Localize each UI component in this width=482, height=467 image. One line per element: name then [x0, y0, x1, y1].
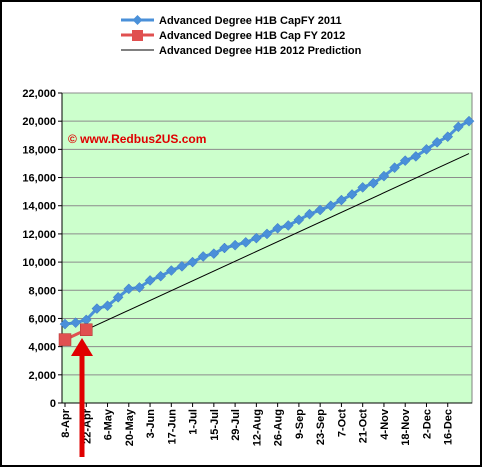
series-fy2011-point [155, 270, 167, 282]
series-fy2012-point [80, 323, 93, 336]
x-tick-label: 29-Jul [230, 409, 242, 441]
y-tick-label: 2,000 [28, 370, 56, 382]
series-fy2011-point [112, 291, 124, 303]
x-tick-label: 8-Apr [60, 408, 72, 437]
series-fy2011-point [144, 275, 156, 286]
x-tick-label: 16-Dec [443, 409, 455, 445]
y-tick-label: 8,000 [28, 285, 56, 297]
series-fy2011-point [261, 228, 273, 240]
series-fy2012-point [58, 333, 72, 346]
legend-label-fy2012: Advanced Degree H1B Cap FY 2012 [159, 30, 345, 42]
series-fy2011-point [442, 131, 454, 143]
legend-item-fy2012: Advanced Degree H1B Cap FY 2012 [121, 30, 345, 42]
x-tick-label: 17-Jun [166, 409, 178, 445]
series-fy2011-point [453, 121, 464, 133]
plot-area [61, 92, 473, 404]
series-fy2011-point [410, 151, 422, 162]
series-fy2011-point [367, 177, 379, 189]
series-fy2011-point [389, 162, 400, 174]
y-tick-label: 18,000 [22, 144, 56, 156]
y-tick-label: 22,000 [22, 88, 56, 100]
series-fy2011-point [431, 136, 443, 148]
series-fy2011-point [102, 300, 113, 312]
series-fy2011-point [187, 256, 198, 268]
y-tick-label: 14,000 [22, 201, 56, 213]
series-fy2011-point [91, 303, 103, 314]
y-tick-label: 10,000 [22, 257, 56, 269]
series-prediction-line [64, 153, 470, 341]
series-fy2011-point [219, 242, 230, 254]
series-fy2011-point [165, 265, 177, 276]
series-fy2011-point [304, 208, 315, 220]
series-fy2011-point [346, 189, 358, 200]
x-tick-label: 23-Sep [315, 409, 327, 445]
series-fy2011-point [314, 204, 326, 216]
series-fy2011-point [325, 200, 337, 212]
series-fy2011-point [59, 318, 71, 330]
x-tick-label: 9-Sep [294, 409, 306, 439]
series-fy2011-point [208, 248, 220, 259]
y-tick-label: 4,000 [28, 342, 56, 354]
legend-label-prediction: Advanced Degree H1B 2012 Prediction [159, 45, 362, 57]
legend: Advanced Degree H1B CapFY 2011 Advanced … [121, 15, 362, 57]
y-axis: 0 2,000 4,000 6,000 8,000 10,000 12,000 14,000 1… [22, 88, 63, 410]
series-fy2011-point [229, 239, 241, 251]
legend-item-fy2011: Advanced Degree H1B CapFY 2011 [121, 15, 342, 27]
x-tick-label: 15-Jul [209, 409, 221, 441]
x-tick-label: 3-Jun [145, 409, 157, 439]
x-tick-label: 26-Aug [273, 409, 285, 446]
series-layer [58, 115, 475, 346]
x-tick-label: 1-Jul [188, 409, 200, 435]
x-tick-label: 21-Oct [358, 409, 370, 444]
series-fy2011-point [463, 115, 475, 127]
y-tick-label: 16,000 [22, 173, 56, 185]
series-fy2011-point [282, 220, 294, 231]
x-tick-label: 18-Nov [400, 408, 412, 446]
series-fy2011-point [134, 282, 145, 293]
x-tick-label: 7-Oct [336, 409, 348, 437]
series-fy2011-point [123, 283, 135, 295]
red-arrow-icon [71, 338, 93, 457]
series-fy2011-point [176, 260, 188, 272]
x-tick-label: 6-May [103, 408, 115, 440]
series-fy2011-point [378, 170, 390, 182]
series-fy2011-point [272, 222, 283, 234]
x-tick-label: 2-Dec [421, 409, 433, 439]
x-tick-label: 4-Nov [379, 408, 391, 439]
x-tick-label: 12-Aug [251, 409, 263, 446]
series-fy2011-point [251, 232, 262, 244]
series-fy2011-point [336, 194, 347, 206]
watermark-text: © www.Redbus2US.com [68, 132, 206, 146]
series-fy2011-point [399, 155, 411, 166]
series-fy2011-point [197, 251, 209, 262]
series-fy2011-point [293, 214, 305, 226]
y-tick-label: 6,000 [28, 313, 56, 325]
series-fy2011-point [240, 237, 252, 248]
y-tick-label: 0 [50, 398, 56, 410]
x-axis: 8-Apr 22-Apr 6-May 20-May 3-Jun 17-Jun 1-Jul 15… [60, 402, 472, 446]
x-tick-label: 20-May [124, 408, 136, 446]
y-tick-label: 12,000 [22, 229, 56, 241]
series-fy2011-point [70, 317, 81, 329]
series-fy2011-point [357, 182, 369, 193]
legend-label-fy2011: Advanced Degree H1B CapFY 2011 [159, 15, 342, 27]
series-fy2011-point [421, 144, 432, 155]
y-tick-label: 20,000 [22, 116, 56, 128]
legend-item-prediction: Advanced Degree H1B 2012 Prediction [121, 45, 362, 57]
